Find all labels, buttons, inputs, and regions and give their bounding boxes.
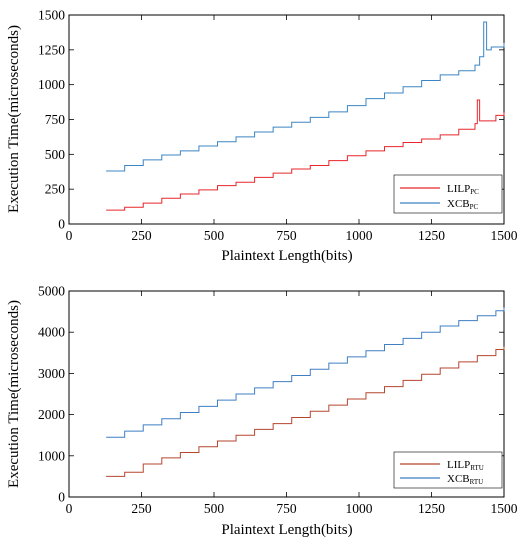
y-tick-label: 500	[45, 147, 66, 162]
x-tick-label: 500	[204, 228, 225, 243]
y-tick-label: 1000	[38, 77, 65, 92]
legend-bottom: LILPRTU XCBRTU	[393, 451, 503, 489]
legend-box-top	[393, 174, 503, 214]
x-tick-label: 750	[276, 228, 297, 243]
x-tick-label: 1000	[346, 228, 373, 243]
y-tick-label: 0	[58, 217, 65, 232]
y-tick-label: 1500	[38, 8, 65, 23]
y-tick-label: 4000	[38, 325, 65, 340]
y-tick-label: 1000	[38, 448, 65, 463]
y-tick-label: 3000	[38, 366, 65, 381]
x-tick-label: 250	[131, 501, 152, 516]
x-tick-label: 500	[204, 501, 225, 516]
x-tick-label: 0	[66, 228, 73, 243]
x-ticks-bottom: 0 250 500 750 1000 1250 1500	[66, 291, 518, 516]
y-ticks-bottom: 0 1000 2000 3000 4000 5000	[38, 284, 504, 505]
legend-label-lilp-pc: LILPPC	[447, 183, 479, 196]
x-axis-title-top: Plaintext Length(bits)	[221, 248, 352, 264]
legend-top: LILPPC XCBPC	[393, 174, 503, 214]
x-tick-label: 250	[131, 228, 152, 243]
y-tick-label: 1250	[38, 42, 65, 57]
y-tick-label: 250	[45, 182, 66, 197]
x-tick-label: 1500	[491, 228, 518, 243]
legend-label-lilp-rtu: LILPRTU	[447, 459, 484, 472]
x-axis-title-bottom: Plaintext Length(bits)	[221, 522, 352, 538]
y-tick-label: 5000	[38, 284, 65, 299]
series-line-xcb-pc	[106, 21, 505, 172]
x-tick-label: 1250	[418, 228, 445, 243]
y-axis-title-top: Execution Time(microseconds)	[6, 25, 22, 213]
legend-label-xcb-pc: XCBPC	[447, 198, 479, 211]
x-ticks-top: 0 250 500 750 1000 1250 1500	[66, 15, 518, 243]
y-tick-label: 2000	[38, 407, 65, 422]
legend-label-xcb-rtu: XCBRTU	[447, 473, 483, 486]
x-tick-label: 0	[66, 501, 73, 516]
y-axis-title-bottom: Execution Time(microseconds)	[6, 300, 22, 488]
x-tick-label: 750	[276, 501, 297, 516]
series-top	[106, 21, 505, 211]
y-ticks-top: 0 250 500 750 1000 1250 1500	[38, 8, 504, 232]
legend-box-bottom	[393, 451, 503, 489]
series-bottom	[106, 307, 505, 477]
x-tick-label: 1250	[418, 501, 445, 516]
y-tick-label: 0	[58, 490, 65, 505]
x-tick-label: 1000	[346, 501, 373, 516]
chart-top: 0 250 500 750 1000 1250 1500 0 250 500 750 1000 125…	[6, 8, 518, 265]
y-tick-label: 750	[45, 112, 66, 127]
x-tick-label: 1500	[491, 501, 518, 516]
chart-bottom: 0 1000 2000 3000 4000 5000 0 250 500 750 1000 1250…	[6, 284, 518, 539]
